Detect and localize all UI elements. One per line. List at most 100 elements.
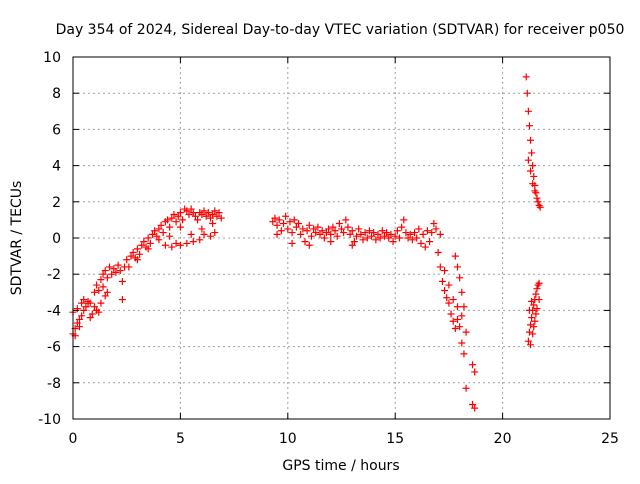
data-point: [522, 73, 530, 81]
data-point: [527, 136, 535, 144]
data-point: [206, 214, 214, 222]
data-point: [372, 236, 380, 244]
data-point: [413, 234, 421, 242]
data-point: [275, 216, 283, 224]
data-point: [295, 220, 303, 228]
data-point: [458, 339, 466, 347]
data-point: [350, 238, 358, 246]
data-point: [357, 230, 365, 238]
data-point: [90, 303, 98, 311]
data-point: [430, 220, 438, 228]
data-point: [353, 232, 361, 240]
data-point: [204, 209, 212, 217]
x-tick-label: 10: [279, 431, 297, 447]
y-tick-label: 8: [52, 86, 61, 102]
data-point: [86, 314, 94, 322]
data-point: [528, 149, 536, 157]
data-point: [144, 234, 152, 242]
data-point: [99, 283, 107, 291]
data-point: [451, 252, 459, 260]
data-point: [370, 229, 378, 237]
data-point: [97, 299, 105, 307]
data-point: [533, 194, 541, 202]
data-point: [325, 225, 333, 233]
data-point: [530, 172, 538, 180]
data-point: [168, 214, 176, 222]
data-point: [93, 281, 101, 289]
data-point: [531, 187, 539, 195]
data-point: [176, 241, 184, 249]
y-tick-label: 0: [52, 231, 61, 247]
data-point: [534, 198, 542, 206]
data-point: [469, 401, 477, 409]
data-point: [436, 263, 444, 271]
chart-title: Day 354 of 2024, Sidereal Day-to-day VTE…: [56, 22, 625, 38]
data-point: [161, 241, 169, 249]
data-point: [451, 325, 459, 332]
data-point: [361, 229, 369, 237]
y-tick-label: -6: [47, 340, 61, 356]
data-point: [269, 218, 277, 226]
data-point: [86, 299, 94, 307]
data-point: [136, 250, 144, 258]
data-point: [348, 227, 356, 235]
data-point: [189, 238, 197, 246]
data-point: [340, 229, 348, 237]
data-point: [436, 230, 444, 238]
data-point: [196, 236, 204, 244]
data-point: [290, 216, 298, 224]
data-point: [434, 248, 442, 256]
data-point: [462, 384, 470, 392]
x-tick-label: 20: [494, 431, 512, 447]
data-point: [456, 323, 464, 331]
data-point: [318, 227, 326, 235]
data-point: [411, 229, 419, 237]
y-tick-label: 4: [52, 159, 61, 175]
data-point: [206, 232, 214, 240]
data-point: [423, 227, 431, 235]
data-point: [363, 234, 371, 242]
data-point: [445, 281, 453, 289]
data-point: [419, 230, 427, 238]
data-point: [447, 310, 455, 318]
data-point: [123, 256, 131, 264]
data-point: [393, 227, 401, 235]
data-point: [398, 223, 406, 231]
data-point: [200, 207, 208, 215]
data-point: [395, 234, 403, 242]
data-point: [535, 201, 543, 209]
data-point: [471, 368, 479, 376]
data-point: [155, 225, 163, 233]
data-point: [441, 267, 449, 275]
data-point: [327, 230, 335, 238]
data-point: [189, 209, 197, 217]
data-point: [387, 230, 395, 238]
data-point: [432, 225, 440, 233]
data-point: [530, 301, 538, 309]
data-point: [391, 232, 399, 240]
data-point: [303, 227, 311, 235]
data-point: [273, 230, 281, 238]
data-point: [525, 306, 533, 314]
data-point: [312, 229, 320, 237]
data-point: [536, 203, 544, 211]
tick-layer: [72, 56, 611, 420]
data-point: [428, 229, 436, 237]
data-point: [106, 263, 114, 271]
data-point: [187, 230, 195, 238]
data-point: [359, 236, 367, 244]
data-point: [172, 218, 180, 226]
data-point: [166, 232, 174, 240]
data-point: [80, 296, 88, 304]
x-tick-label: 15: [386, 431, 404, 447]
data-point: [170, 210, 178, 218]
data-point: [155, 236, 163, 244]
data-point: [209, 210, 217, 218]
data-point: [166, 223, 174, 231]
data-point: [406, 230, 414, 238]
data-point: [456, 274, 464, 282]
data-point: [159, 229, 167, 237]
data-point: [408, 236, 416, 244]
tick-label-layer: 0 5 10 15 20 25 -10 -8 -6 -4 -2 0 2 4 6 8 10: [38, 50, 619, 447]
